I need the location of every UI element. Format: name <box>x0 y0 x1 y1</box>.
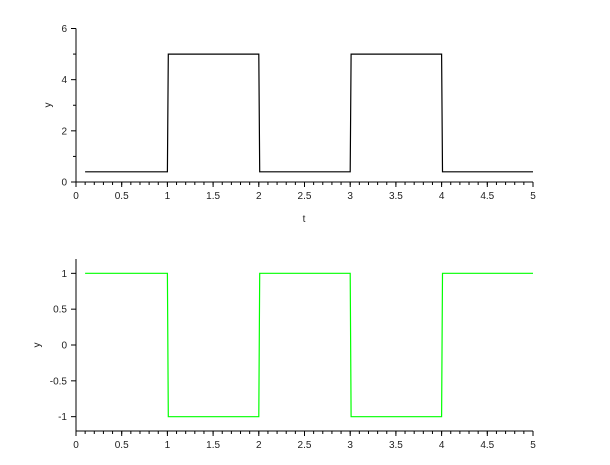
x-tick-label: 3.5 <box>389 191 403 202</box>
y-tick-label: 0 <box>61 341 67 352</box>
x-tick-label: 2.5 <box>298 191 312 202</box>
y-tick-label: 4 <box>61 75 67 86</box>
x-tick-label: 1.5 <box>206 440 220 451</box>
y-tick-label: 0.5 <box>53 305 67 316</box>
x-tick-label: 1.5 <box>206 191 220 202</box>
y-tick-label: 1 <box>61 269 67 280</box>
x-tick-label: 1 <box>165 440 171 451</box>
y-axis-label: y <box>43 103 54 108</box>
x-tick-label: 2 <box>256 191 262 202</box>
y-tick-label: -0.5 <box>50 376 68 387</box>
x-tick-label: 4.5 <box>480 191 494 202</box>
x-tick-label: 0 <box>73 440 79 451</box>
x-tick-label: 4 <box>439 440 445 451</box>
top-plot: t y 0 0.5 1 1.5 2 2.5 3 3.5 4 4.5 5 0 2 4 6 <box>43 24 536 225</box>
x-tick-label: 2.5 <box>298 440 312 451</box>
x-tick-label: 3 <box>347 440 353 451</box>
x-tick-label: 0.5 <box>115 440 129 451</box>
x-tick-label: 3.5 <box>389 440 403 451</box>
y-tick-label: 2 <box>61 126 67 137</box>
x-tick-label: 5 <box>530 191 536 202</box>
x-axis-label: t <box>303 214 306 225</box>
x-tick-label: 2 <box>256 440 262 451</box>
y-axis-label: y <box>32 343 43 348</box>
y-tick-label: -1 <box>58 412 67 423</box>
series-line <box>85 53 533 173</box>
y-tick-label: 0 <box>61 178 67 189</box>
y-tick-label: 6 <box>61 24 67 35</box>
x-tick-label: 5 <box>530 440 536 451</box>
x-tick-label: 0 <box>73 191 79 202</box>
x-tick-label: 3 <box>347 191 353 202</box>
bottom-plot: y 0 0.5 1 1.5 2 2.5 3 3.5 4 4.5 5 -1 -0.5 0 0.5 1 <box>32 259 536 451</box>
x-tick-label: 4 <box>439 191 445 202</box>
x-tick-label: 0.5 <box>115 191 129 202</box>
x-tick-label: 1 <box>165 191 171 202</box>
x-tick-label: 4.5 <box>480 440 494 451</box>
series-line <box>85 272 533 418</box>
